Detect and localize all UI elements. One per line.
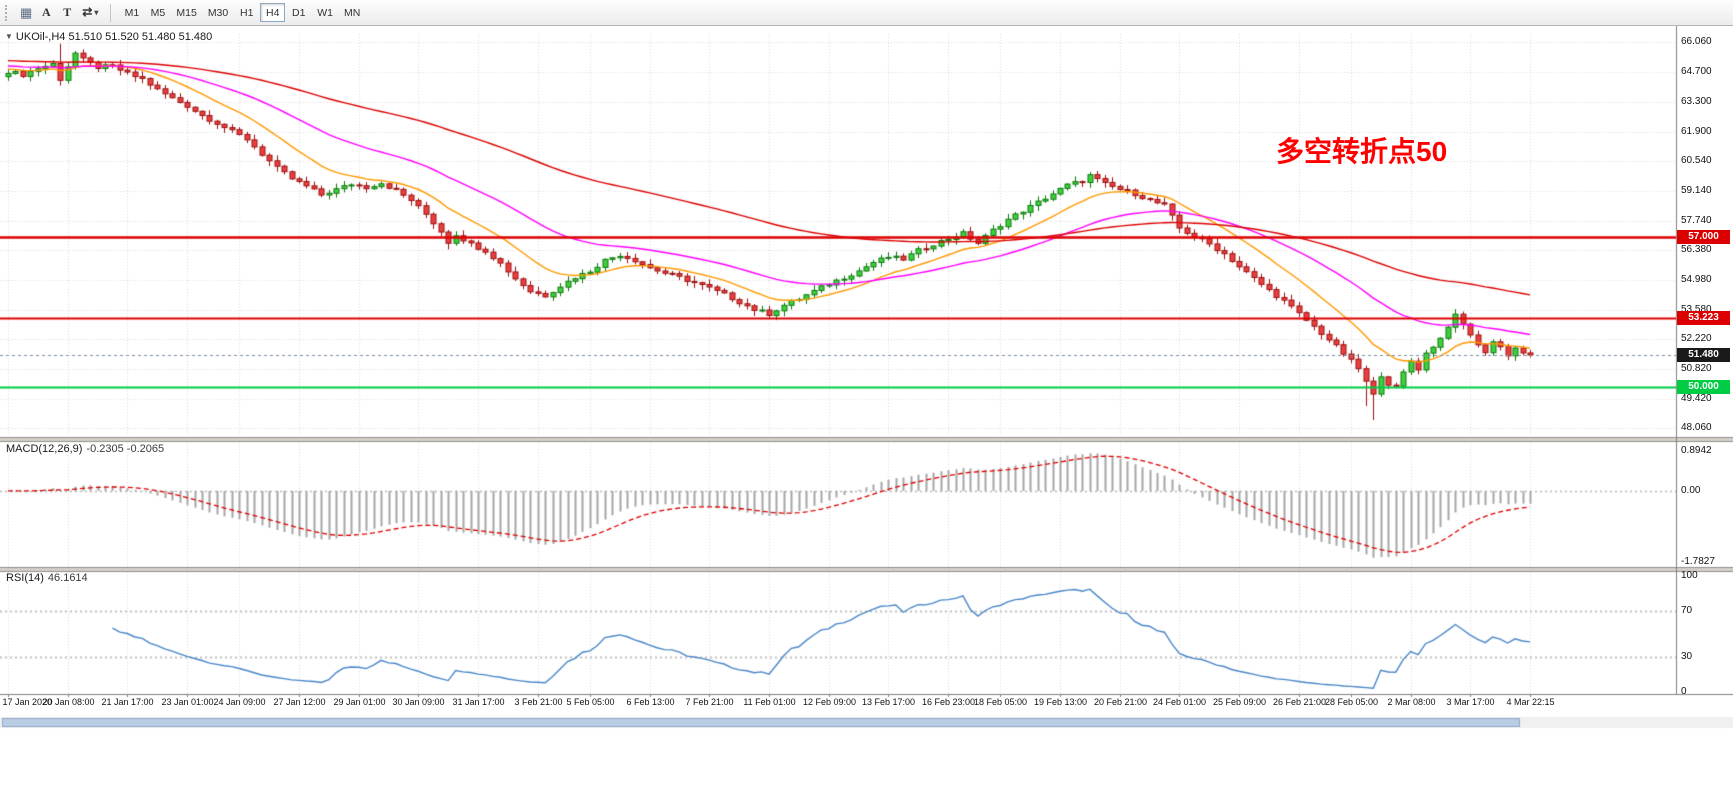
grid-icon[interactable]: ▦ [20,4,33,20]
timeframe-d1-button[interactable]: D1 [286,3,311,22]
caret-down-icon: ▾ [94,8,99,17]
timeframe-w1-button[interactable]: W1 [312,3,338,22]
macd-label: MACD(12,26,9) [6,443,83,455]
toolbar-separator [110,3,112,22]
timeframe-m1-button[interactable]: M1 [119,3,144,22]
annotation-text: 多空转折点50 [1276,136,1448,167]
ohlc-text: UKOil-,H4 51.510 51.520 51.480 51.480 [15,31,213,43]
macd-values: -0.2305 -0.2065 [86,443,165,455]
rsi-label: RSI(14) [6,572,44,584]
text-tool-button[interactable]: T [57,3,77,23]
symbol-cycle-button[interactable]: ⇄ ▾ [78,3,102,23]
chart-canvas[interactable] [0,26,1733,793]
arrow-tool-button[interactable]: A [36,3,56,23]
timeframe-h4-button[interactable]: H4 [260,3,286,22]
cycle-icon: ⇄ [82,5,93,19]
rsi-value: 46.1614 [47,572,88,584]
timeframe-h1-button[interactable]: H1 [234,3,259,22]
toolbar: ▦ A T ⇄ ▾ M1 M5 M15 M30 H1 H4 D1 W1 MN [0,0,1733,26]
timeframe-m30-button[interactable]: M30 [203,3,233,22]
rsi-title: RSI(14) 46.1614 [6,572,88,584]
timeframe-m15-button[interactable]: M15 [171,3,201,22]
toolbar-grip[interactable] [5,4,11,21]
collapse-icon[interactable]: ▼ [5,32,13,41]
ohlc-header: ▼ UKOil-,H4 51.510 51.520 51.480 51.480 [5,31,212,43]
timeframe-m5-button[interactable]: M5 [145,3,170,22]
timeframe-mn-button[interactable]: MN [339,3,365,22]
macd-title: MACD(12,26,9) -0.2305 -0.2065 [6,443,164,455]
